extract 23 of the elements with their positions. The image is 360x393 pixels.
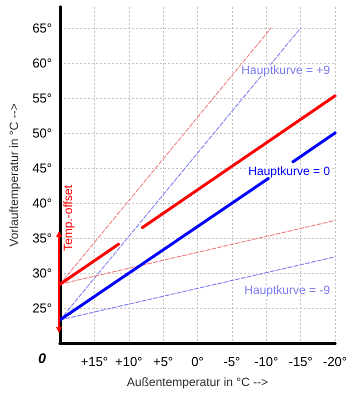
x-axis-title: Außentemperatur in °C --> bbox=[126, 375, 268, 389]
y-tick-label: 30° bbox=[32, 266, 52, 280]
y-tick-label: 40° bbox=[32, 196, 52, 210]
x-tick-label: -10° bbox=[254, 354, 278, 369]
x-tick-label: +5° bbox=[153, 354, 174, 369]
y-tick-label: 35° bbox=[32, 230, 52, 246]
y-tick-label: 45° bbox=[32, 160, 52, 176]
x-tick-label: -15° bbox=[288, 354, 313, 369]
text: 0 bbox=[38, 350, 46, 366]
x-tick-label: -20° bbox=[323, 354, 347, 369]
series-label: Hauptkurve = 0 bbox=[248, 164, 330, 178]
y-tick-label: 25° bbox=[32, 300, 52, 316]
annotation: Temp.-offset bbox=[61, 184, 75, 251]
y-tick-label: 60° bbox=[32, 56, 52, 70]
y-tick-label: 55° bbox=[32, 90, 52, 106]
y-tick-label: 65° bbox=[32, 20, 52, 36]
x-tick-label: +15° bbox=[80, 354, 108, 369]
y-tick-label: 50° bbox=[32, 126, 52, 140]
series-label: Hauptkurve = -9 bbox=[244, 283, 330, 297]
x-tick-label: 0° bbox=[191, 354, 204, 369]
x-tick-label: +10° bbox=[115, 354, 142, 369]
y-axis-title: Vorlauftemperatur in °C --> bbox=[7, 103, 21, 247]
x-tick-label: -5° bbox=[223, 354, 240, 369]
